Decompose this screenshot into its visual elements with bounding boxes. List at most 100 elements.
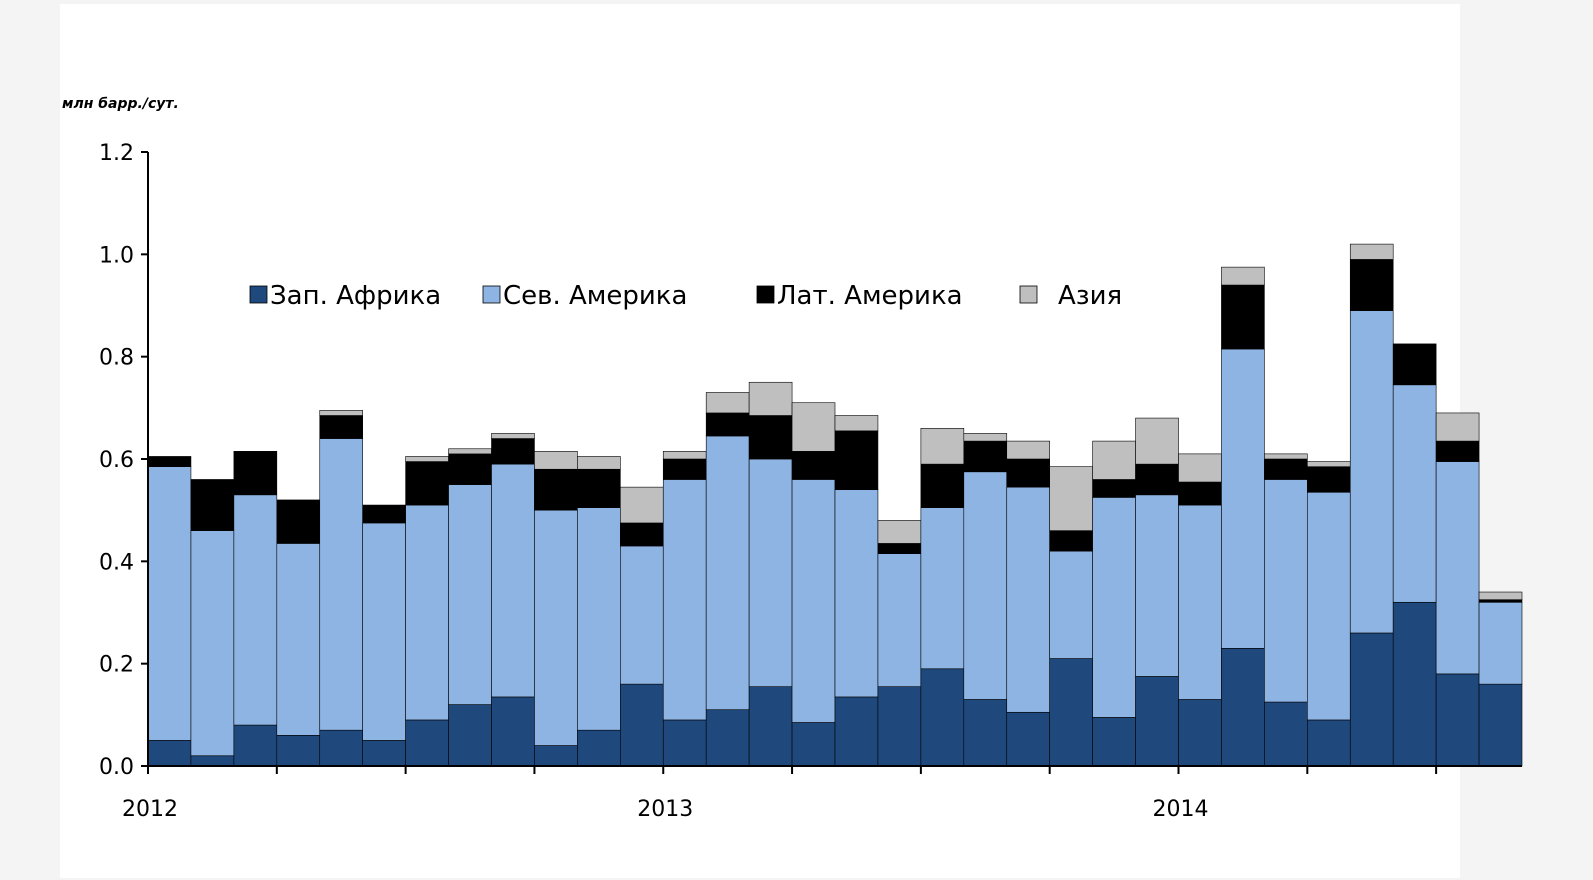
bar-segment-1-23: [1135, 494, 1179, 677]
bar-segment-0-14: [748, 686, 793, 767]
bar-segment-3-6: [405, 456, 449, 462]
x-tick-label: 2014: [1153, 797, 1209, 822]
bar-segment-2-0: [147, 456, 192, 467]
y-tick-label: 0.8: [99, 346, 134, 371]
bar-segment-2-24: [1178, 481, 1222, 506]
bar-segment-1-9: [534, 509, 578, 746]
bar-segment-1-26: [1264, 479, 1308, 703]
bar-segment-2-9: [534, 468, 578, 511]
bar-segment-2-29: [1392, 343, 1437, 386]
bar-segment-2-15: [791, 451, 836, 480]
y-tick-label: 1.0: [99, 243, 134, 268]
bar-segment-3-21: [1049, 466, 1093, 531]
bar-segment-1-29: [1392, 384, 1437, 603]
bar-segment-2-8: [491, 438, 535, 465]
bar-segment-1-5: [362, 522, 406, 741]
bar-segment-0-22: [1092, 717, 1136, 767]
legend-label-3: Азия: [1058, 281, 1122, 311]
bar-segment-3-22: [1092, 440, 1136, 480]
bar-segment-2-21: [1049, 530, 1093, 552]
bar-segment-3-14: [748, 381, 793, 416]
bar-segment-3-18: [920, 427, 965, 465]
legend-swatch-1: [482, 285, 501, 304]
bar-segment-0-5: [362, 740, 406, 767]
bar-segment-0-23: [1135, 676, 1179, 767]
bar-segment-1-30: [1435, 461, 1480, 675]
bar-segment-0-13: [705, 709, 750, 767]
bar-segment-3-4: [319, 410, 363, 416]
bar-segment-1-31: [1478, 601, 1523, 685]
bar-segment-3-12: [662, 451, 707, 460]
bar-segment-0-17: [877, 686, 922, 767]
bar-segment-2-20: [1006, 458, 1050, 488]
bar-segment-3-27: [1307, 461, 1351, 467]
bar-segment-3-30: [1435, 412, 1480, 442]
bar-segment-1-28: [1349, 310, 1394, 634]
bar-segment-0-15: [791, 722, 836, 767]
bar-segment-3-11: [620, 486, 664, 524]
bar-segment-2-23: [1135, 463, 1179, 496]
bar-segment-2-2: [233, 451, 278, 496]
bar-segment-2-11: [620, 522, 664, 547]
bar-segment-2-28: [1349, 259, 1394, 311]
bar-segment-3-15: [791, 402, 836, 452]
bar-segment-0-6: [405, 719, 449, 767]
bar-segment-0-27: [1307, 719, 1351, 767]
bar-segment-3-19: [963, 433, 1008, 442]
bar-segment-2-30: [1435, 440, 1480, 462]
legend-label-2: Лат. Америка: [777, 281, 963, 311]
y-tick-label: 0.2: [99, 653, 134, 678]
bar-segment-1-8: [491, 463, 535, 698]
legend: Зап. Африка Сев. Америка Лат. Америка Азия: [249, 281, 1122, 311]
bar-segment-1-15: [791, 479, 836, 723]
bar-segment-2-5: [362, 504, 406, 524]
bar-segment-0-3: [276, 734, 321, 767]
bar-segment-0-4: [319, 729, 363, 767]
bar-segment-0-21: [1049, 658, 1093, 767]
axes-layer: 0.0 0.2 0.4 0.6 0.8 1.0 1.2 2012 2013 2014: [99, 141, 1522, 822]
unit-label: млн барр./сут.: [62, 96, 179, 112]
bar-segment-3-24: [1178, 453, 1222, 483]
bar-segment-3-17: [877, 520, 922, 544]
bar-segment-2-1: [190, 479, 235, 531]
bar-segment-2-3: [276, 499, 321, 544]
bar-segment-2-4: [319, 415, 363, 439]
bar-segment-0-29: [1392, 601, 1437, 767]
legend-label-0: Зап. Африка: [270, 281, 441, 311]
bar-segment-3-7: [448, 448, 492, 455]
bars-layer: [147, 243, 1523, 767]
bar-segment-0-24: [1178, 699, 1222, 767]
bar-segment-1-7: [448, 484, 492, 705]
bar-segment-1-17: [877, 553, 922, 687]
bar-segment-1-25: [1221, 348, 1265, 649]
bar-segment-0-18: [920, 668, 965, 767]
bar-segment-1-18: [920, 507, 965, 670]
bar-segment-3-8: [491, 433, 535, 439]
bar-segment-0-12: [662, 719, 707, 767]
bar-segment-3-9: [534, 451, 578, 470]
bar-segment-0-2: [233, 724, 278, 767]
bar-segment-1-4: [319, 438, 363, 731]
bar-segment-2-6: [405, 461, 449, 506]
bar-segment-1-22: [1092, 497, 1136, 718]
bar-segment-0-28: [1349, 632, 1394, 767]
bar-segment-2-26: [1264, 458, 1308, 480]
legend-swatch-3: [1019, 285, 1038, 304]
bar-segment-0-8: [491, 696, 535, 767]
bar-segment-1-2: [233, 494, 278, 726]
bar-segment-3-13: [705, 392, 750, 414]
bar-segment-3-25: [1221, 266, 1265, 286]
bar-segment-0-19: [963, 699, 1008, 767]
bar-segment-0-25: [1221, 648, 1265, 767]
bar-segment-1-27: [1307, 491, 1351, 721]
y-tick-label: 1.2: [99, 141, 134, 166]
bar-segment-2-31: [1478, 599, 1523, 603]
bar-segment-0-7: [448, 704, 492, 767]
bar-segment-2-12: [662, 458, 707, 480]
bar-segment-3-16: [834, 415, 879, 432]
bar-segment-0-1: [190, 755, 235, 767]
x-tick-label: 2012: [122, 797, 178, 822]
bar-segment-2-16: [834, 430, 879, 490]
bar-segment-0-11: [620, 683, 664, 767]
